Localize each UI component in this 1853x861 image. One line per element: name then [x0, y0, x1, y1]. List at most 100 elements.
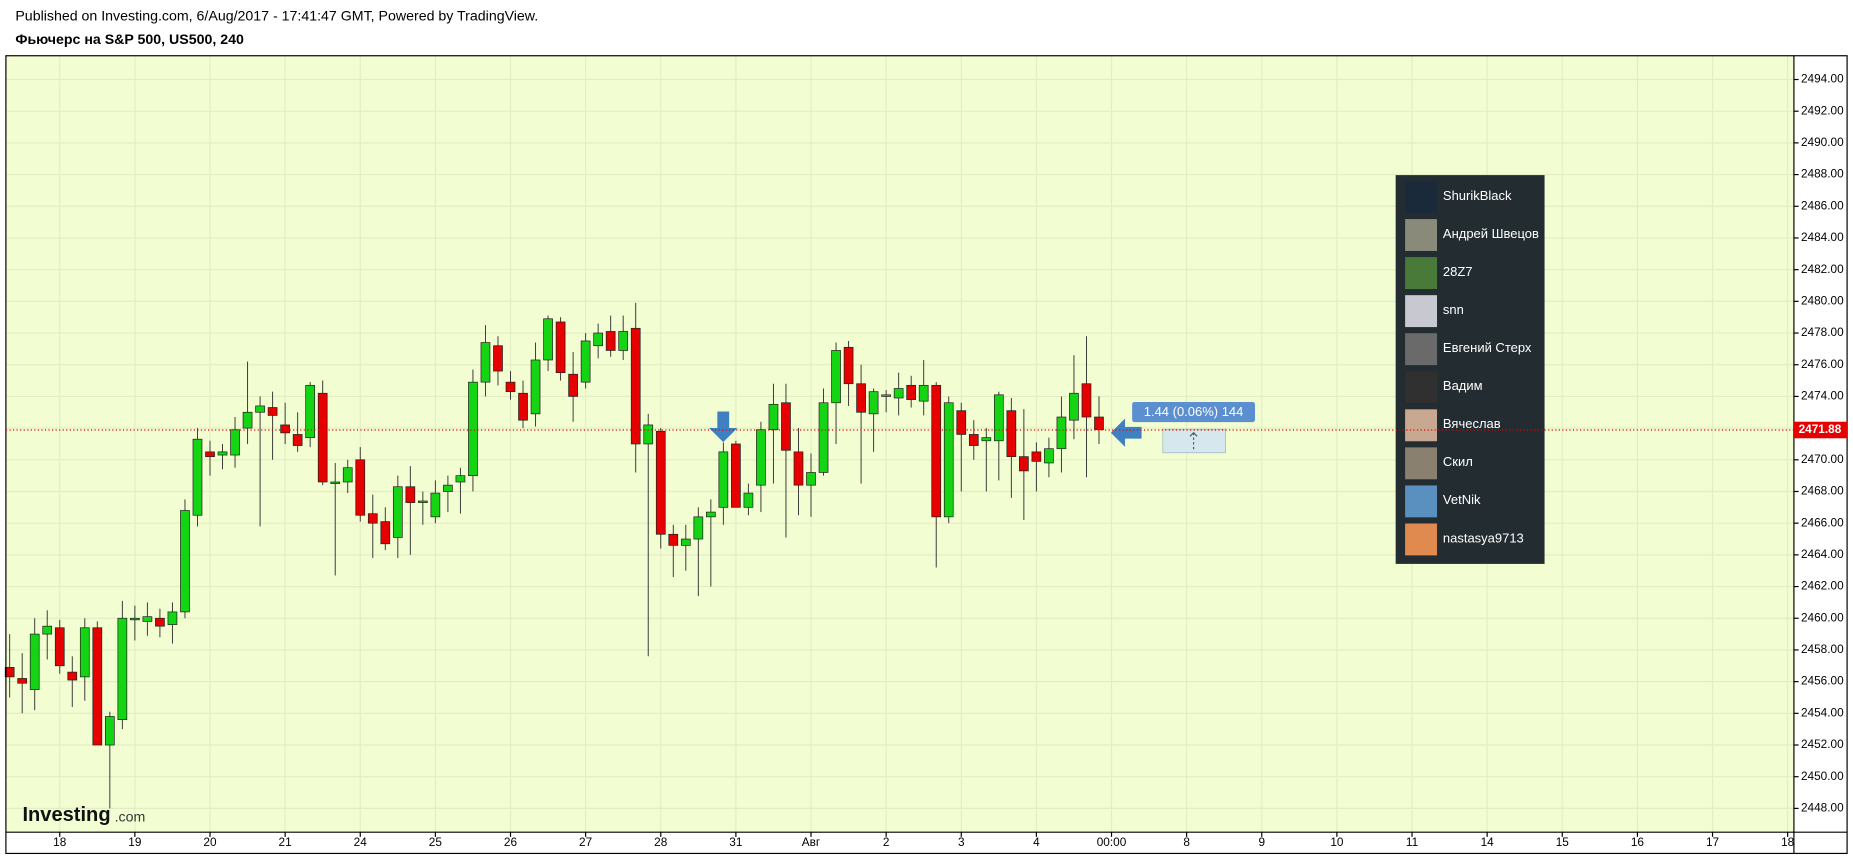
- user-name: snn: [1443, 302, 1464, 317]
- candle-body: [480, 342, 491, 383]
- x-tick-label: 8: [1183, 835, 1190, 849]
- candle-body: [418, 500, 428, 503]
- candle-body: [718, 451, 729, 508]
- published-note: Published on Investing.com, 6/Aug/2017 -…: [15, 8, 538, 24]
- candle-body: [793, 451, 804, 486]
- candle-body: [192, 438, 203, 516]
- y-tick-label: 2458.00: [1801, 642, 1844, 656]
- candle-body: [918, 384, 929, 402]
- last-price-box: [1793, 421, 1848, 439]
- x-tick-label: 26: [504, 835, 518, 849]
- user-name: Евгений Стерх: [1443, 340, 1532, 355]
- candle-body: [130, 617, 140, 621]
- candle-body: [768, 403, 779, 431]
- candle-body: [292, 434, 303, 446]
- x-tick-label: 9: [1258, 835, 1265, 849]
- measure-label-box: [1132, 402, 1256, 423]
- x-tick-label: Авг: [802, 835, 820, 849]
- measure-arrow-head: [1189, 431, 1198, 437]
- candle-body: [881, 394, 891, 397]
- candle-body: [806, 472, 816, 486]
- measure-label: 1.44 (0.06%) 144: [1144, 404, 1244, 419]
- candle-body: [893, 388, 904, 399]
- user-name: ShurikBlack: [1443, 188, 1512, 203]
- candle-body: [505, 381, 516, 393]
- candle-body: [1044, 448, 1054, 464]
- candle-body: [430, 492, 441, 518]
- arrow-down: [709, 411, 738, 443]
- user-avatar: [1405, 523, 1438, 556]
- user-avatar: [1405, 371, 1438, 404]
- x-tick-label: 00:00: [1097, 835, 1127, 849]
- candle-body: [42, 625, 53, 635]
- candle-body: [242, 411, 253, 429]
- user-avatar: [1405, 219, 1438, 251]
- candle-body: [956, 410, 967, 435]
- x-tick-label: 15: [1556, 835, 1570, 849]
- candle-body: [468, 381, 478, 476]
- candle-body: [818, 402, 829, 473]
- candle-body: [493, 345, 503, 372]
- user-avatar: [1405, 257, 1438, 290]
- candle-body: [618, 331, 629, 351]
- y-tick-label: 2448.00: [1801, 801, 1844, 815]
- x-tick-label: 18: [1781, 835, 1795, 849]
- y-tick-label: 2464.00: [1801, 547, 1844, 561]
- x-tick-label: 4: [1033, 835, 1040, 849]
- user-avatar: [1405, 181, 1438, 213]
- candle-body: [67, 671, 78, 681]
- candle-body: [167, 611, 178, 625]
- logo-suffix: .com: [115, 810, 146, 826]
- candle-body: [981, 437, 992, 442]
- user-name: Вадим: [1443, 378, 1483, 393]
- candle-body: [1069, 392, 1079, 421]
- candle-body: [142, 616, 153, 622]
- user-name: nastasya9713: [1443, 530, 1524, 545]
- candle-body: [92, 627, 103, 746]
- candle-body: [568, 373, 578, 397]
- candle-body: [1031, 451, 1042, 462]
- candle-body: [29, 633, 40, 690]
- x-tick-label: 20: [203, 835, 217, 849]
- y-tick-label: 2494.00: [1801, 72, 1844, 86]
- candle-body: [868, 391, 879, 415]
- x-tick-label: 2: [883, 835, 890, 849]
- x-tick-label: 10: [1330, 835, 1344, 849]
- y-tick-label: 2478.00: [1801, 325, 1844, 339]
- candle-body: [643, 424, 654, 445]
- candle-body: [530, 359, 541, 415]
- chart-title: Фьючерс на S&P 500, US500, 240: [15, 32, 244, 48]
- x-tick-label: 14: [1481, 835, 1495, 849]
- candle-body: [180, 510, 190, 613]
- candle-body: [593, 332, 603, 347]
- candle-body: [680, 538, 691, 546]
- candle-body: [330, 481, 341, 484]
- candle-body: [267, 407, 278, 416]
- user-avatar: [1405, 485, 1438, 518]
- arrow-left: [1110, 418, 1142, 447]
- y-tick-label: 2474.00: [1801, 389, 1844, 403]
- x-tick-label: 24: [354, 835, 368, 849]
- y-tick-label: 2454.00: [1801, 705, 1844, 719]
- user-avatar: [1405, 409, 1438, 442]
- candle-body: [117, 617, 128, 721]
- candle-body: [968, 434, 979, 446]
- candle-body: [443, 484, 453, 492]
- candle-body: [317, 392, 328, 483]
- candle-body: [280, 424, 290, 434]
- x-tick-label: 21: [279, 835, 292, 849]
- y-tick-label: 2466.00: [1801, 515, 1844, 529]
- x-tick-label: 11: [1406, 835, 1418, 849]
- candle-body: [731, 443, 741, 508]
- candle-body: [630, 327, 641, 445]
- candle-body: [605, 331, 616, 351]
- candle-body: [155, 617, 165, 627]
- candle-body: [205, 451, 215, 457]
- user-avatar: [1405, 447, 1438, 480]
- candle-body: [831, 350, 841, 404]
- candle-body: [255, 405, 265, 413]
- candle-body: [543, 318, 553, 361]
- logo-brand: Investing: [22, 804, 110, 826]
- candle-body: [230, 429, 240, 456]
- y-tick-label: 2462.00: [1801, 579, 1844, 593]
